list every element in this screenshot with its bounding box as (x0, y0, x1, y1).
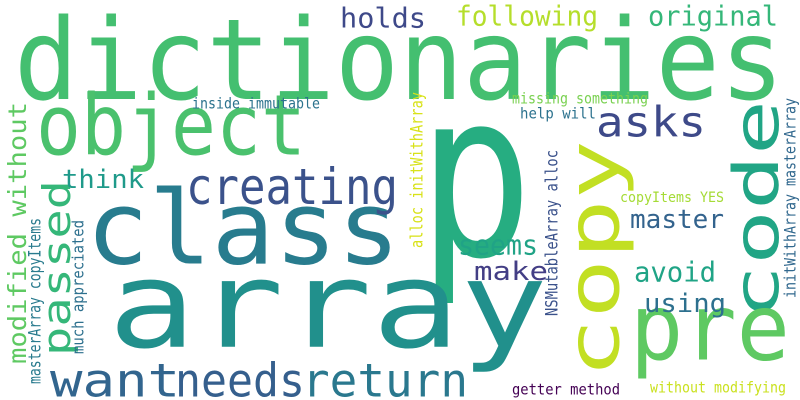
word-missing-something: missing something (512, 89, 648, 108)
word-make: make (474, 255, 548, 287)
word-pre: pre (630, 273, 790, 382)
word-without-modifying: without modifying (650, 378, 786, 397)
word-copyitems-yes: copyItems YES (620, 188, 724, 206)
word-getter-method: getter method (512, 380, 620, 399)
word-avoid: avoid (634, 255, 716, 289)
word-want: want (50, 353, 180, 400)
word-return: return (302, 353, 468, 400)
word-nsmutablearray-alloc: NSMutableArray alloc (541, 149, 562, 316)
word-alloc-initwitharray: alloc initWithArray (406, 91, 427, 248)
word-following: following (456, 0, 598, 33)
word-masterarray-copyitems: masterArray copyItems (24, 218, 45, 384)
word-master: master (630, 203, 724, 235)
word-original: original (648, 0, 778, 33)
word-much-appreciated: much appreciated (68, 220, 88, 354)
word-array: array (108, 235, 548, 376)
word-holds: holds (340, 1, 426, 35)
word-class: class (86, 168, 400, 289)
word-creating: creating (186, 157, 398, 216)
word-using: using (644, 287, 726, 319)
word-asks: asks (596, 97, 706, 147)
word-inside-immutable: inside immutable (192, 94, 320, 113)
word-help-will: help will (520, 104, 596, 123)
word-p: p (418, 41, 533, 311)
word-copy: copy (551, 140, 636, 378)
word-seems: seems (458, 228, 538, 262)
word-object: object (36, 76, 306, 175)
word-think: think (62, 163, 144, 195)
word-dictionaries: dictionaries (14, 0, 784, 126)
word-needs: needs (175, 353, 305, 400)
word-initwitharray-masterarray: initWithArray masterArray (780, 98, 800, 299)
